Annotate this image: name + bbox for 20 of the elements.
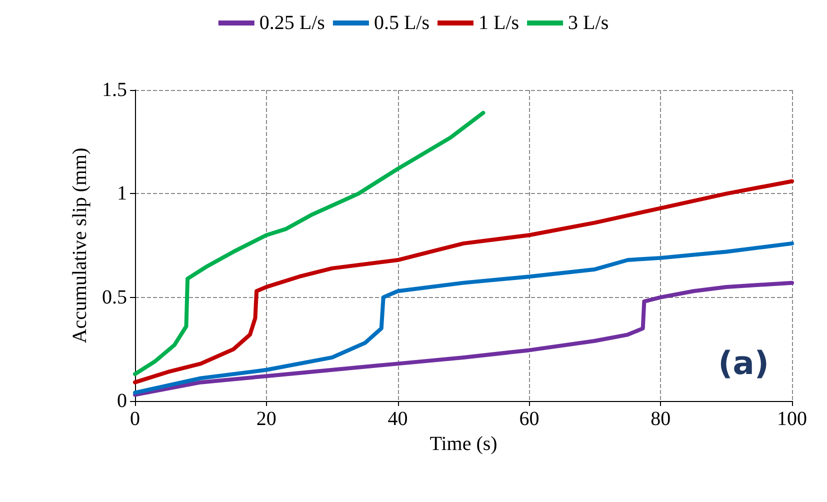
- x-tick-label: 20: [256, 408, 276, 430]
- y-tick-label: 1: [117, 182, 127, 205]
- line-series: [133, 110, 486, 376]
- x-axis-title: Time (s): [430, 432, 498, 455]
- y-tick-label: 0.5: [102, 286, 127, 308]
- line-series: [133, 179, 794, 384]
- line-series: [133, 280, 794, 397]
- legend-label: 3 L/s: [568, 12, 609, 34]
- y-tick-label: 1.5: [102, 79, 127, 101]
- legend-label: 0.25 L/s: [259, 12, 326, 34]
- y-axis-title: Accumulative slip (mm): [69, 148, 91, 344]
- y-tick-label: 0: [117, 390, 127, 412]
- x-tick-label: 100: [777, 408, 807, 430]
- x-tick-label: 60: [519, 408, 540, 430]
- legend-label: 0.5 L/s: [374, 12, 430, 34]
- x-tick-label: 40: [388, 408, 408, 430]
- line-series: [133, 241, 794, 395]
- legend-label: 1 L/s: [478, 12, 520, 34]
- annotation: (a): [718, 344, 769, 382]
- x-tick-label: 80: [650, 408, 671, 430]
